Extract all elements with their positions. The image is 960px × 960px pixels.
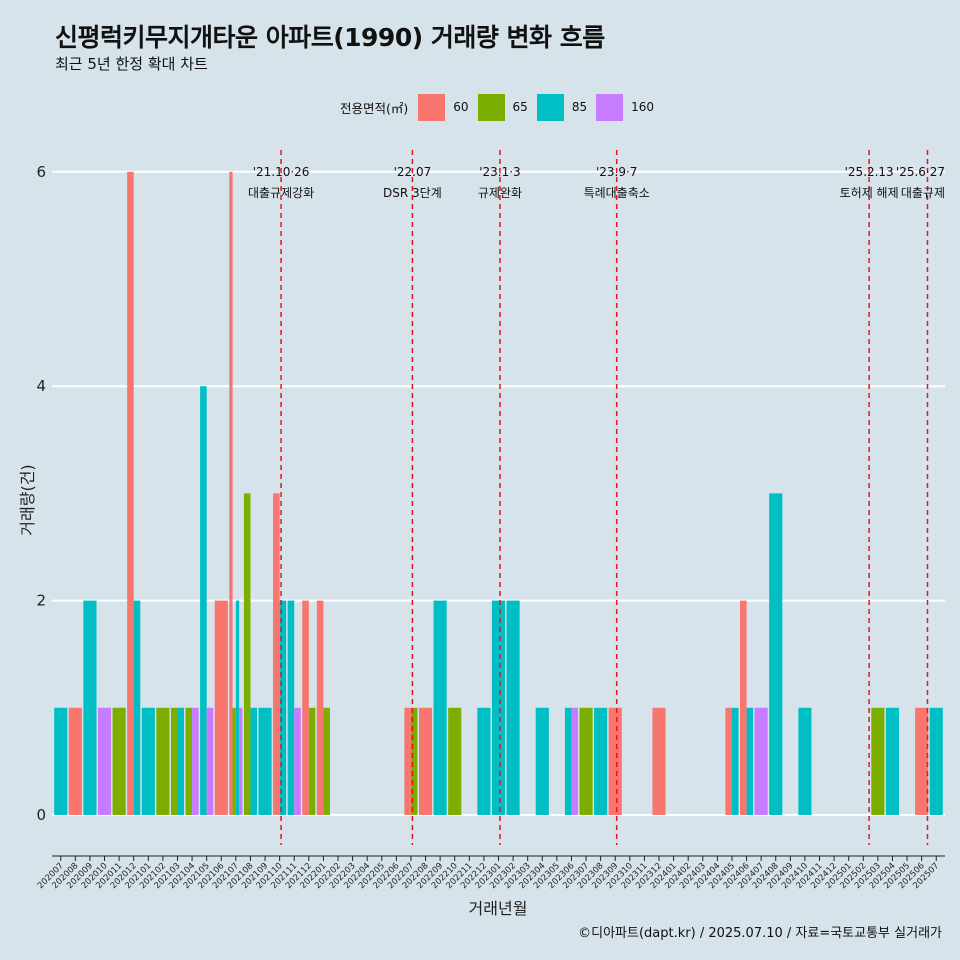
bar (739, 600, 747, 815)
bar (141, 707, 155, 815)
bar (232, 707, 236, 815)
bar (200, 386, 207, 815)
event-label: DSR 3단계 (383, 186, 442, 200)
y-tick-label: 4 (36, 377, 46, 395)
event-date: '22.07 (394, 165, 432, 179)
bar (929, 707, 943, 815)
bar (68, 707, 82, 815)
caption: ©디아파트(dapt.kr) / 2025.07.10 / 자료=국토교통부 실… (578, 926, 942, 941)
bar (258, 707, 272, 815)
legend-swatch-85 (536, 93, 564, 121)
event-date: '23.9·7 (596, 165, 637, 179)
bar (279, 600, 287, 815)
bar (133, 600, 141, 815)
bar (323, 707, 330, 815)
legend-item-65: 65 (477, 93, 528, 121)
bar (112, 707, 126, 815)
event-date: '23.1·3 (479, 165, 520, 179)
bar (294, 707, 301, 815)
legend-item-160: 160 (596, 93, 655, 121)
bar (433, 600, 447, 815)
bar (798, 707, 812, 815)
bar (579, 707, 593, 815)
bar (239, 707, 243, 815)
event-date: '25.6·27 (896, 165, 945, 179)
bar (404, 707, 411, 815)
legend-label-65: 65 (512, 100, 528, 114)
bar (746, 707, 754, 815)
bar (243, 493, 251, 815)
bar (594, 707, 608, 815)
bar (54, 707, 68, 815)
legend-item-60: 60 (418, 93, 469, 121)
event-label: 토허제 해제 (840, 186, 899, 200)
bar (506, 600, 520, 815)
event-label: 대출규제강화 (248, 186, 314, 200)
bar (410, 707, 418, 815)
bar (192, 707, 199, 815)
bar (170, 707, 178, 815)
y-tick-label: 0 (36, 806, 46, 824)
bar (250, 707, 258, 815)
legend: 전용면적(㎡) 60 65 85 160 (340, 93, 663, 121)
legend-item-85: 85 (536, 93, 588, 121)
bar (725, 707, 732, 815)
legend-swatch-160 (596, 93, 624, 121)
bar (652, 707, 666, 815)
y-tick-label: 2 (36, 592, 46, 610)
bar (418, 707, 433, 815)
chart-subtitle: 최근 5년 한정 확대 차트 (55, 55, 208, 73)
bar (206, 707, 214, 815)
bar (177, 707, 185, 815)
bar (185, 707, 193, 815)
legend-label-85: 85 (571, 100, 588, 114)
bar (448, 707, 462, 815)
bar (287, 600, 295, 815)
event-label: 특례대출축소 (584, 186, 650, 200)
chart-title: 신평럭키무지개타운 아파트(1990) 거래량 변화 흐름 (55, 23, 605, 52)
bar (564, 707, 572, 815)
bar (127, 171, 134, 815)
bar (302, 600, 309, 815)
bar (477, 707, 491, 815)
bar (235, 600, 240, 815)
bar (83, 600, 97, 815)
legend-title: 전용면적(㎡) (340, 100, 409, 116)
bar (754, 707, 768, 815)
y-axis-title: 거래량(건) (18, 464, 37, 535)
legend-label-60: 60 (453, 100, 469, 114)
bar (769, 493, 783, 815)
bar (885, 707, 900, 815)
event-label: 규제완화 (478, 186, 522, 200)
bar (915, 707, 929, 815)
legend-swatch-65 (477, 93, 505, 121)
bar (316, 600, 324, 815)
bar (308, 707, 316, 815)
bar (97, 707, 112, 815)
bar (608, 707, 622, 815)
event-date: '25.2.13 (845, 165, 894, 179)
legend-swatch-60 (418, 93, 446, 121)
bar (491, 600, 506, 815)
bar (214, 600, 228, 815)
event-date: '21.10·26 (253, 165, 310, 179)
bar (535, 707, 549, 815)
y-tick-label: 6 (36, 163, 46, 181)
legend-label-160: 160 (631, 100, 655, 114)
bar (871, 707, 885, 815)
bar (731, 707, 739, 815)
event-label: 대출규제 (901, 186, 945, 200)
bar (229, 171, 233, 815)
bar (571, 707, 579, 815)
bar (156, 707, 170, 815)
bar (273, 493, 280, 815)
x-axis-title: 거래년월 (469, 899, 528, 918)
